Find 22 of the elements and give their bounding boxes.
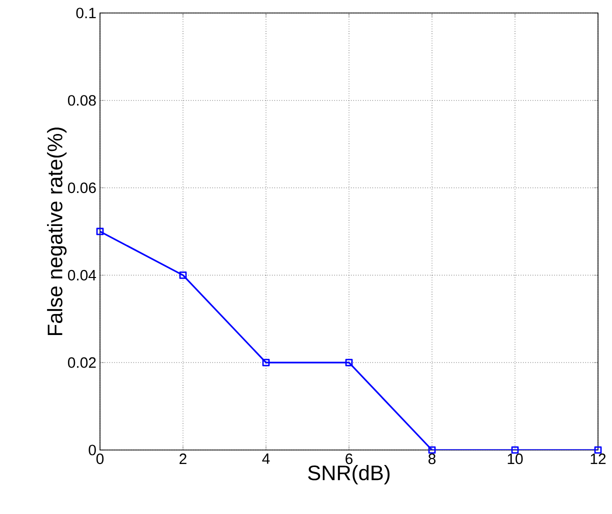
point [96,228,104,236]
x-tick-label: 10 [508,454,523,464]
y-tick-label: 0.08 [68,95,96,106]
y-tick-label: 0.04 [68,270,96,280]
point [594,446,602,454]
x-tick-label: 4 [262,454,270,464]
point [428,446,436,454]
point [345,358,353,366]
point [179,272,187,279]
y-tick-label: 0.02 [68,357,96,368]
x-axis-title: SNR(dB) [308,464,390,484]
y-tick-label: 0 [88,444,96,456]
x-tick-label: 2 [180,454,186,464]
point [262,358,270,366]
point [511,446,519,454]
x-tick-label: 8 [428,454,436,464]
x-tick-label: 12 [590,454,606,464]
y-tick-label: 0.1 [76,8,96,18]
x-tick-label: 6 [346,454,353,464]
x-tick-label: 0 [96,454,104,464]
y-tick-label: 0.06 [68,182,96,194]
y-axis-title: False negative rate(%) [47,128,67,336]
